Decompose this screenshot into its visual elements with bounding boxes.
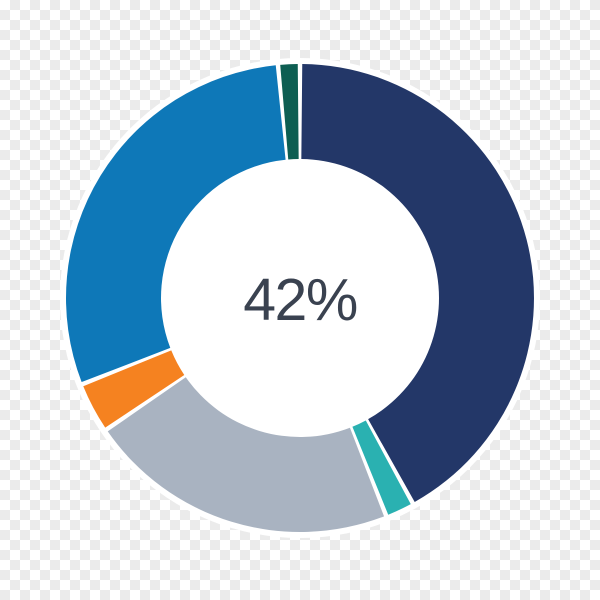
segment-navy xyxy=(301,64,534,502)
segment-orange xyxy=(83,350,185,428)
segment-turquoise xyxy=(352,420,411,515)
segment-dark-green xyxy=(280,64,299,160)
center-label: 42% xyxy=(243,267,357,333)
segment-blue xyxy=(66,65,286,383)
segment-gray xyxy=(107,377,385,532)
donut-segments xyxy=(66,64,534,532)
